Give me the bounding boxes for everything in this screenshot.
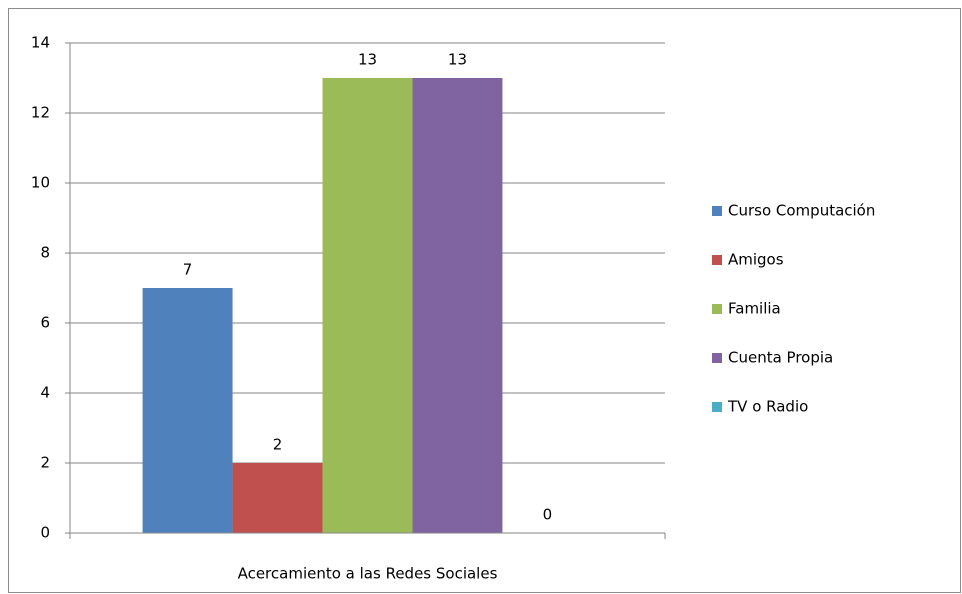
y-tick-label: 2 (40, 454, 50, 472)
legend-label: Familia (728, 300, 781, 318)
legend-swatch (712, 255, 722, 265)
legend-swatch (712, 206, 722, 216)
x-tick-label: Acercamiento a las Redes Sociales (238, 565, 498, 583)
legend-swatch (712, 353, 722, 363)
y-tick-label: 12 (31, 104, 50, 122)
legend-label: Cuenta Propia (728, 349, 833, 367)
bar (232, 463, 323, 533)
y-tick-label: 0 (40, 524, 50, 542)
legend-label: Curso Computación (728, 202, 875, 220)
data-label: 7 (183, 261, 193, 279)
legend-label: Amigos (728, 251, 784, 269)
data-label: 13 (358, 51, 377, 69)
bar (142, 288, 233, 533)
bar (322, 78, 413, 533)
data-label: 13 (448, 51, 467, 69)
y-tick-label: 4 (40, 384, 50, 402)
legend-swatch (712, 402, 722, 412)
y-tick-label: 14 (31, 34, 50, 52)
y-tick-label: 10 (31, 174, 50, 192)
legend-swatch (712, 304, 722, 314)
data-label: 0 (543, 506, 553, 524)
y-tick-label: 6 (40, 314, 50, 332)
legend-label: TV o Radio (727, 398, 808, 416)
data-label: 2 (273, 436, 283, 454)
bar (412, 78, 503, 533)
y-tick-label: 8 (40, 244, 50, 262)
